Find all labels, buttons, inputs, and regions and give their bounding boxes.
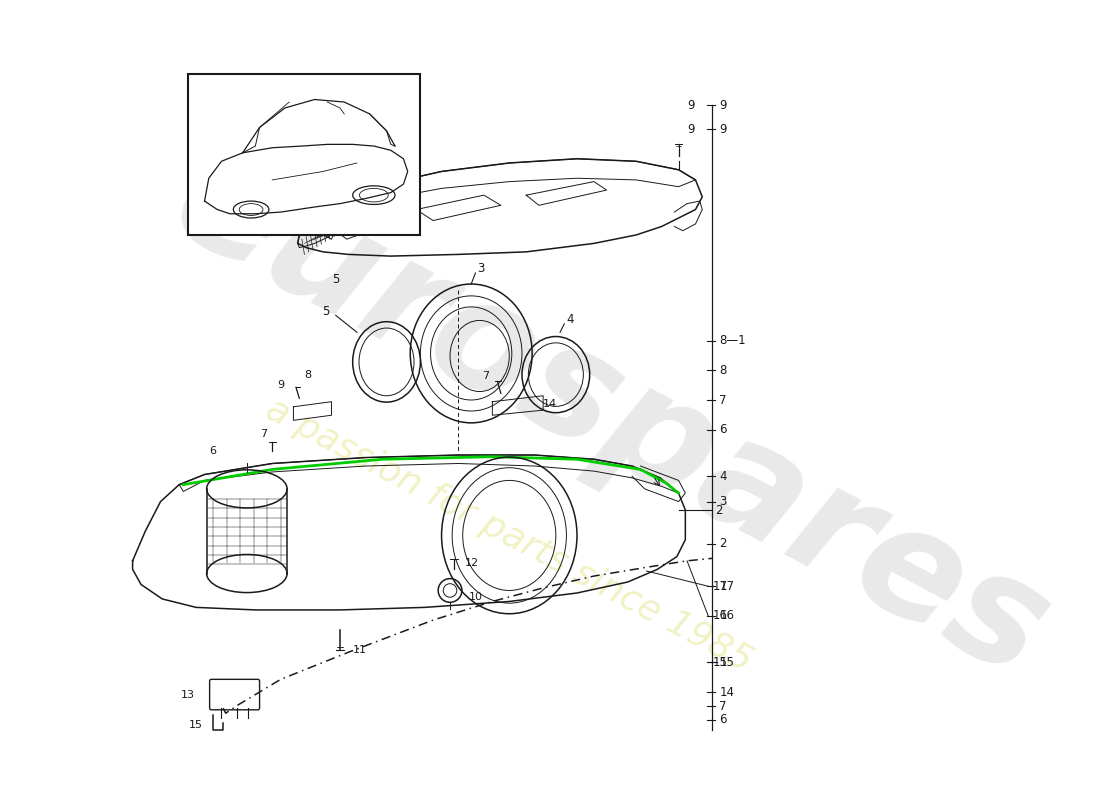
Text: 14: 14 bbox=[719, 686, 734, 698]
Text: 3: 3 bbox=[477, 262, 484, 275]
Text: 8: 8 bbox=[305, 370, 311, 380]
Text: 9: 9 bbox=[719, 99, 727, 112]
Text: 15: 15 bbox=[713, 656, 727, 669]
Text: 16: 16 bbox=[713, 610, 727, 622]
Text: 12: 12 bbox=[464, 558, 478, 567]
Text: 9: 9 bbox=[688, 99, 694, 112]
Text: 8—1: 8—1 bbox=[719, 334, 746, 347]
Text: 7: 7 bbox=[482, 371, 490, 382]
Text: a passion for parts since 1985: a passion for parts since 1985 bbox=[261, 392, 758, 678]
Text: 5: 5 bbox=[332, 274, 340, 286]
Text: 5: 5 bbox=[322, 305, 330, 318]
Text: 4: 4 bbox=[719, 470, 727, 482]
Text: 15: 15 bbox=[719, 656, 734, 669]
Text: 8: 8 bbox=[719, 364, 727, 377]
Text: 6: 6 bbox=[209, 446, 217, 456]
Text: 2: 2 bbox=[719, 538, 727, 550]
Text: 10: 10 bbox=[469, 592, 483, 602]
Text: 17: 17 bbox=[713, 580, 727, 593]
Text: 11: 11 bbox=[353, 645, 366, 654]
Text: 7: 7 bbox=[261, 429, 267, 439]
Text: 14: 14 bbox=[543, 399, 558, 410]
Text: 16: 16 bbox=[719, 610, 734, 622]
Text: 6: 6 bbox=[719, 423, 727, 436]
Text: 3: 3 bbox=[719, 495, 727, 508]
Text: 17: 17 bbox=[719, 580, 734, 593]
Text: 4: 4 bbox=[566, 313, 574, 326]
Text: 7: 7 bbox=[719, 700, 727, 713]
Text: eurospares: eurospares bbox=[150, 124, 1072, 710]
Text: 9: 9 bbox=[277, 380, 284, 390]
Text: 7: 7 bbox=[719, 394, 727, 406]
Text: 9: 9 bbox=[688, 122, 694, 136]
Text: 13: 13 bbox=[180, 690, 195, 699]
Text: 6: 6 bbox=[719, 714, 727, 726]
Text: 9: 9 bbox=[719, 122, 727, 136]
Bar bbox=[188, 74, 420, 235]
Text: 2: 2 bbox=[715, 503, 723, 517]
Text: 15: 15 bbox=[189, 720, 202, 730]
